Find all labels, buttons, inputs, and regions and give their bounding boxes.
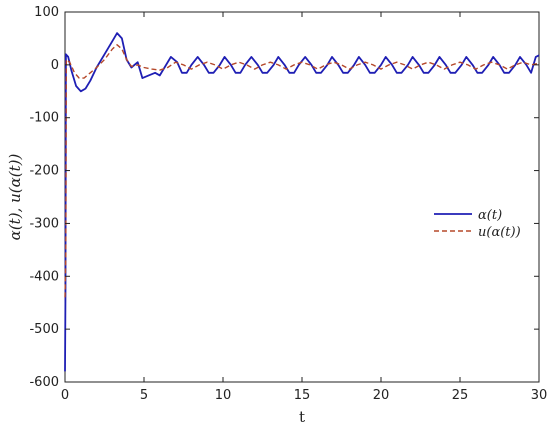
x-tick-label: 0	[61, 388, 69, 403]
y-tick-label: -400	[29, 269, 59, 284]
series-line-u-alpha	[64, 44, 540, 298]
legend-label-u-alpha: u(α(t))	[478, 225, 521, 240]
plot-frame	[64, 11, 540, 383]
x-axis-ticks: 0 5 10 15 20 25 30	[61, 12, 547, 403]
x-tick-label: 20	[373, 388, 390, 403]
series-line-alpha	[64, 32, 540, 372]
y-tick-label: -300	[29, 216, 59, 231]
x-tick-label: 10	[215, 388, 232, 403]
x-tick-label: 5	[140, 388, 148, 403]
x-tick-label: 15	[294, 388, 311, 403]
y-tick-label: 0	[51, 58, 59, 73]
legend-label-alpha: α(t)	[478, 208, 502, 223]
y-tick-label: -200	[29, 164, 59, 179]
legend: α(t) u(α(t))	[434, 208, 521, 240]
y-axis-label: α(t), u(α(t))	[6, 154, 24, 241]
plot-area	[64, 11, 540, 383]
y-tick-label: -100	[29, 111, 59, 126]
x-tick-label: 30	[531, 388, 548, 403]
y-tick-label: -600	[29, 375, 59, 390]
y-tick-label: -500	[29, 322, 59, 337]
series-layer	[64, 32, 540, 372]
y-tick-label: 100	[34, 5, 59, 20]
y-axis-ticks: 100 0 -100 -200 -300 -400 -500 -600	[29, 5, 539, 390]
x-axis-label: t	[299, 408, 305, 426]
x-tick-label: 25	[452, 388, 469, 403]
